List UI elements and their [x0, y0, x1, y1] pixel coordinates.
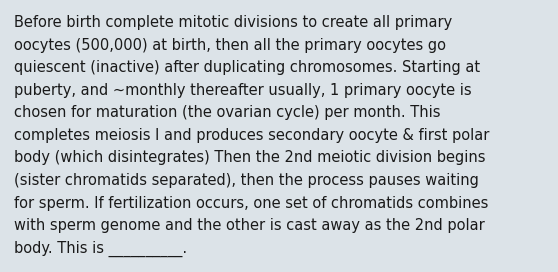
Text: body (which disintegrates) Then the 2nd meiotic division begins: body (which disintegrates) Then the 2nd …	[14, 150, 485, 165]
Text: completes meiosis I and produces secondary oocyte & first polar: completes meiosis I and produces seconda…	[14, 128, 489, 143]
Text: for sperm. If fertilization occurs, one set of chromatids combines: for sperm. If fertilization occurs, one …	[14, 196, 488, 211]
Text: oocytes (500,000) at birth, then all the primary oocytes go: oocytes (500,000) at birth, then all the…	[14, 38, 446, 52]
Text: (sister chromatids separated), then the process pauses waiting: (sister chromatids separated), then the …	[14, 173, 479, 188]
Text: quiescent (inactive) after duplicating chromosomes. Starting at: quiescent (inactive) after duplicating c…	[14, 60, 480, 75]
Text: body. This is __________.: body. This is __________.	[14, 241, 187, 257]
Text: with sperm genome and the other is cast away as the 2nd polar: with sperm genome and the other is cast …	[14, 218, 485, 233]
Text: puberty, and ~monthly thereafter usually, 1 primary oocyte is: puberty, and ~monthly thereafter usually…	[14, 83, 472, 98]
Text: Before birth complete mitotic divisions to create all primary: Before birth complete mitotic divisions …	[14, 15, 452, 30]
Text: chosen for maturation (the ovarian cycle) per month. This: chosen for maturation (the ovarian cycle…	[14, 105, 440, 120]
